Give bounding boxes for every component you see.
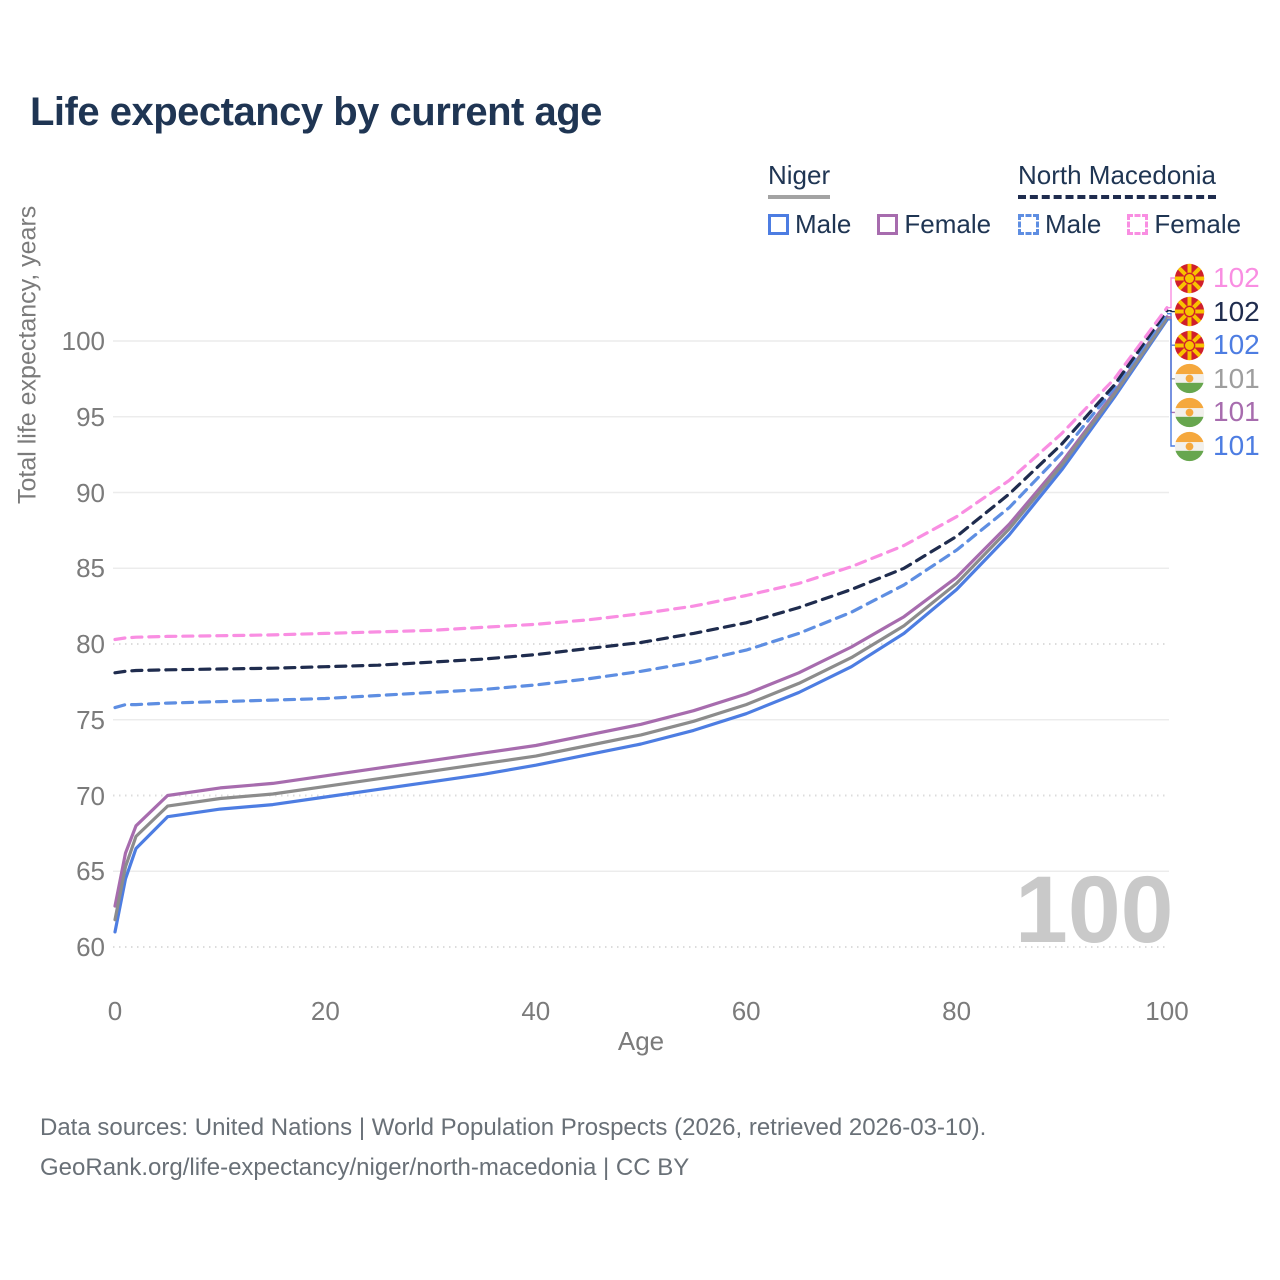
page-title: Life expectancy by current age [30, 90, 602, 134]
end-label-north-macedonia-total: 102 [1174, 295, 1260, 329]
end-label-niger-female: 101 [1174, 395, 1260, 429]
footer-attribution: GeoRank.org/life-expectancy/niger/north-… [40, 1154, 690, 1181]
y-tick-60: 60 [76, 932, 105, 962]
y-tick-100: 100 [61, 326, 105, 356]
legend-label-nm-female: Female [1154, 209, 1242, 239]
age-watermark: 100 [1015, 857, 1174, 963]
niger-flag-icon [1174, 431, 1205, 462]
legend-item-niger-female[interactable]: Female [877, 209, 991, 240]
end-label-north-macedonia-male: 102 [1174, 328, 1260, 362]
niger-flag-icon [1174, 397, 1205, 428]
legend-item-nm-female[interactable]: Female [1127, 209, 1241, 240]
y-tick-75: 75 [76, 704, 105, 735]
niger-male-swatch [768, 214, 789, 235]
legend-label-niger-male: Male [795, 209, 852, 239]
nm-female-swatch [1127, 214, 1149, 235]
series-line-north-macedonia-female[interactable] [113, 306, 1169, 642]
nm-male-swatch [1018, 214, 1039, 235]
x-tick-60: 60 [731, 996, 761, 1026]
legend: Niger Male Female North Macedonia Male [0, 160, 1280, 250]
niger-flag-icon [1174, 363, 1205, 394]
north-macedonia-flag-icon [1174, 330, 1205, 361]
x-tick-20: 20 [310, 996, 340, 1026]
y-tick-95: 95 [76, 401, 105, 432]
legend-group-north-macedonia: North Macedonia Male Female [1018, 160, 1241, 240]
x-tick-80: 80 [942, 996, 972, 1026]
legend-label-niger-female: Female [904, 209, 992, 239]
legend-item-nm-male[interactable]: Male [1018, 209, 1101, 240]
legend-country-niger[interactable]: Niger [768, 160, 831, 199]
series-line-north-macedonia-total[interactable] [113, 309, 1169, 675]
legend-group-niger: Niger Male Female [768, 160, 991, 240]
end-label-value: 102 [1213, 262, 1260, 293]
end-label-value: 102 [1213, 295, 1260, 327]
x-tick-40: 40 [521, 996, 551, 1026]
end-label-value: 101 [1213, 396, 1260, 428]
y-tick-90: 90 [76, 477, 105, 508]
legend-country-north-macedonia[interactable]: North Macedonia [1018, 160, 1216, 199]
series-line-niger-female[interactable] [113, 315, 1169, 908]
end-label-niger-male: 101 [1174, 429, 1260, 463]
y-tick-65: 65 [76, 856, 105, 887]
north-macedonia-flag-icon [1174, 296, 1205, 327]
y-tick-85: 85 [76, 553, 105, 584]
legend-item-niger-male[interactable]: Male [768, 209, 851, 240]
end-label-value: 101 [1213, 362, 1260, 394]
legend-label-nm-male: Male [1045, 209, 1102, 239]
end-label-value: 101 [1213, 430, 1260, 461]
north-macedonia-flag-icon [1174, 263, 1205, 294]
y-tick-80: 80 [76, 629, 105, 659]
x-tick-0: 0 [107, 996, 123, 1026]
series-line-niger-total[interactable] [113, 316, 1169, 922]
x-tick-100: 100 [1145, 996, 1189, 1026]
y-tick-70: 70 [76, 780, 105, 811]
footer-data-sources: Data sources: United Nations | World Pop… [40, 1114, 987, 1141]
end-label-north-macedonia-female: 102 [1174, 261, 1260, 295]
end-label-value: 102 [1213, 329, 1260, 361]
series-line-north-macedonia-male[interactable] [113, 312, 1169, 710]
niger-female-swatch [877, 214, 899, 235]
x-axis-title: Age [617, 1026, 665, 1056]
footer: Data sources: United Nations | World Pop… [40, 1108, 986, 1188]
end-label-niger-total: 101 [1174, 362, 1260, 396]
series-line-niger-male[interactable] [113, 318, 1169, 934]
